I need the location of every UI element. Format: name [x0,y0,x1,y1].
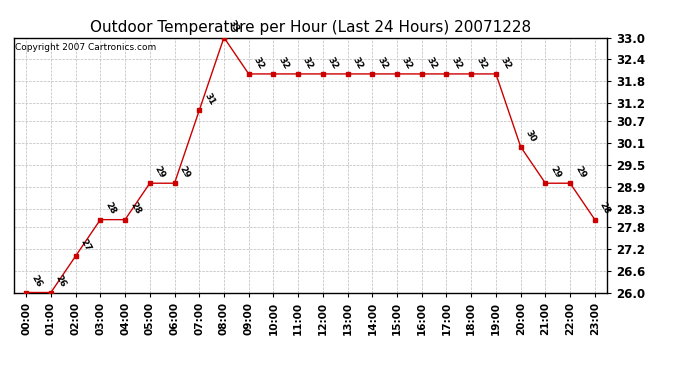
Text: 28: 28 [104,201,117,216]
Text: 32: 32 [252,55,266,70]
Text: Copyright 2007 Cartronics.com: Copyright 2007 Cartronics.com [15,43,156,52]
Text: 29: 29 [177,164,192,180]
Text: 32: 32 [449,55,464,70]
Text: 29: 29 [152,164,167,180]
Text: 33: 33 [227,19,241,34]
Text: 32: 32 [425,55,439,70]
Text: 30: 30 [524,128,538,143]
Text: 31: 31 [202,92,216,107]
Text: 32: 32 [301,55,315,70]
Text: 32: 32 [474,55,489,70]
Text: 32: 32 [326,55,340,70]
Text: 26: 26 [54,274,68,289]
Text: 29: 29 [549,164,562,180]
Title: Outdoor Temperature per Hour (Last 24 Hours) 20071228: Outdoor Temperature per Hour (Last 24 Ho… [90,20,531,35]
Text: 32: 32 [375,55,389,70]
Text: 32: 32 [351,55,364,70]
Text: 32: 32 [400,55,414,70]
Text: 28: 28 [128,201,142,216]
Text: 32: 32 [499,55,513,70]
Text: 27: 27 [79,237,92,253]
Text: 26: 26 [29,274,43,289]
Text: 28: 28 [598,201,612,216]
Text: 32: 32 [277,55,290,70]
Text: 29: 29 [573,164,587,180]
